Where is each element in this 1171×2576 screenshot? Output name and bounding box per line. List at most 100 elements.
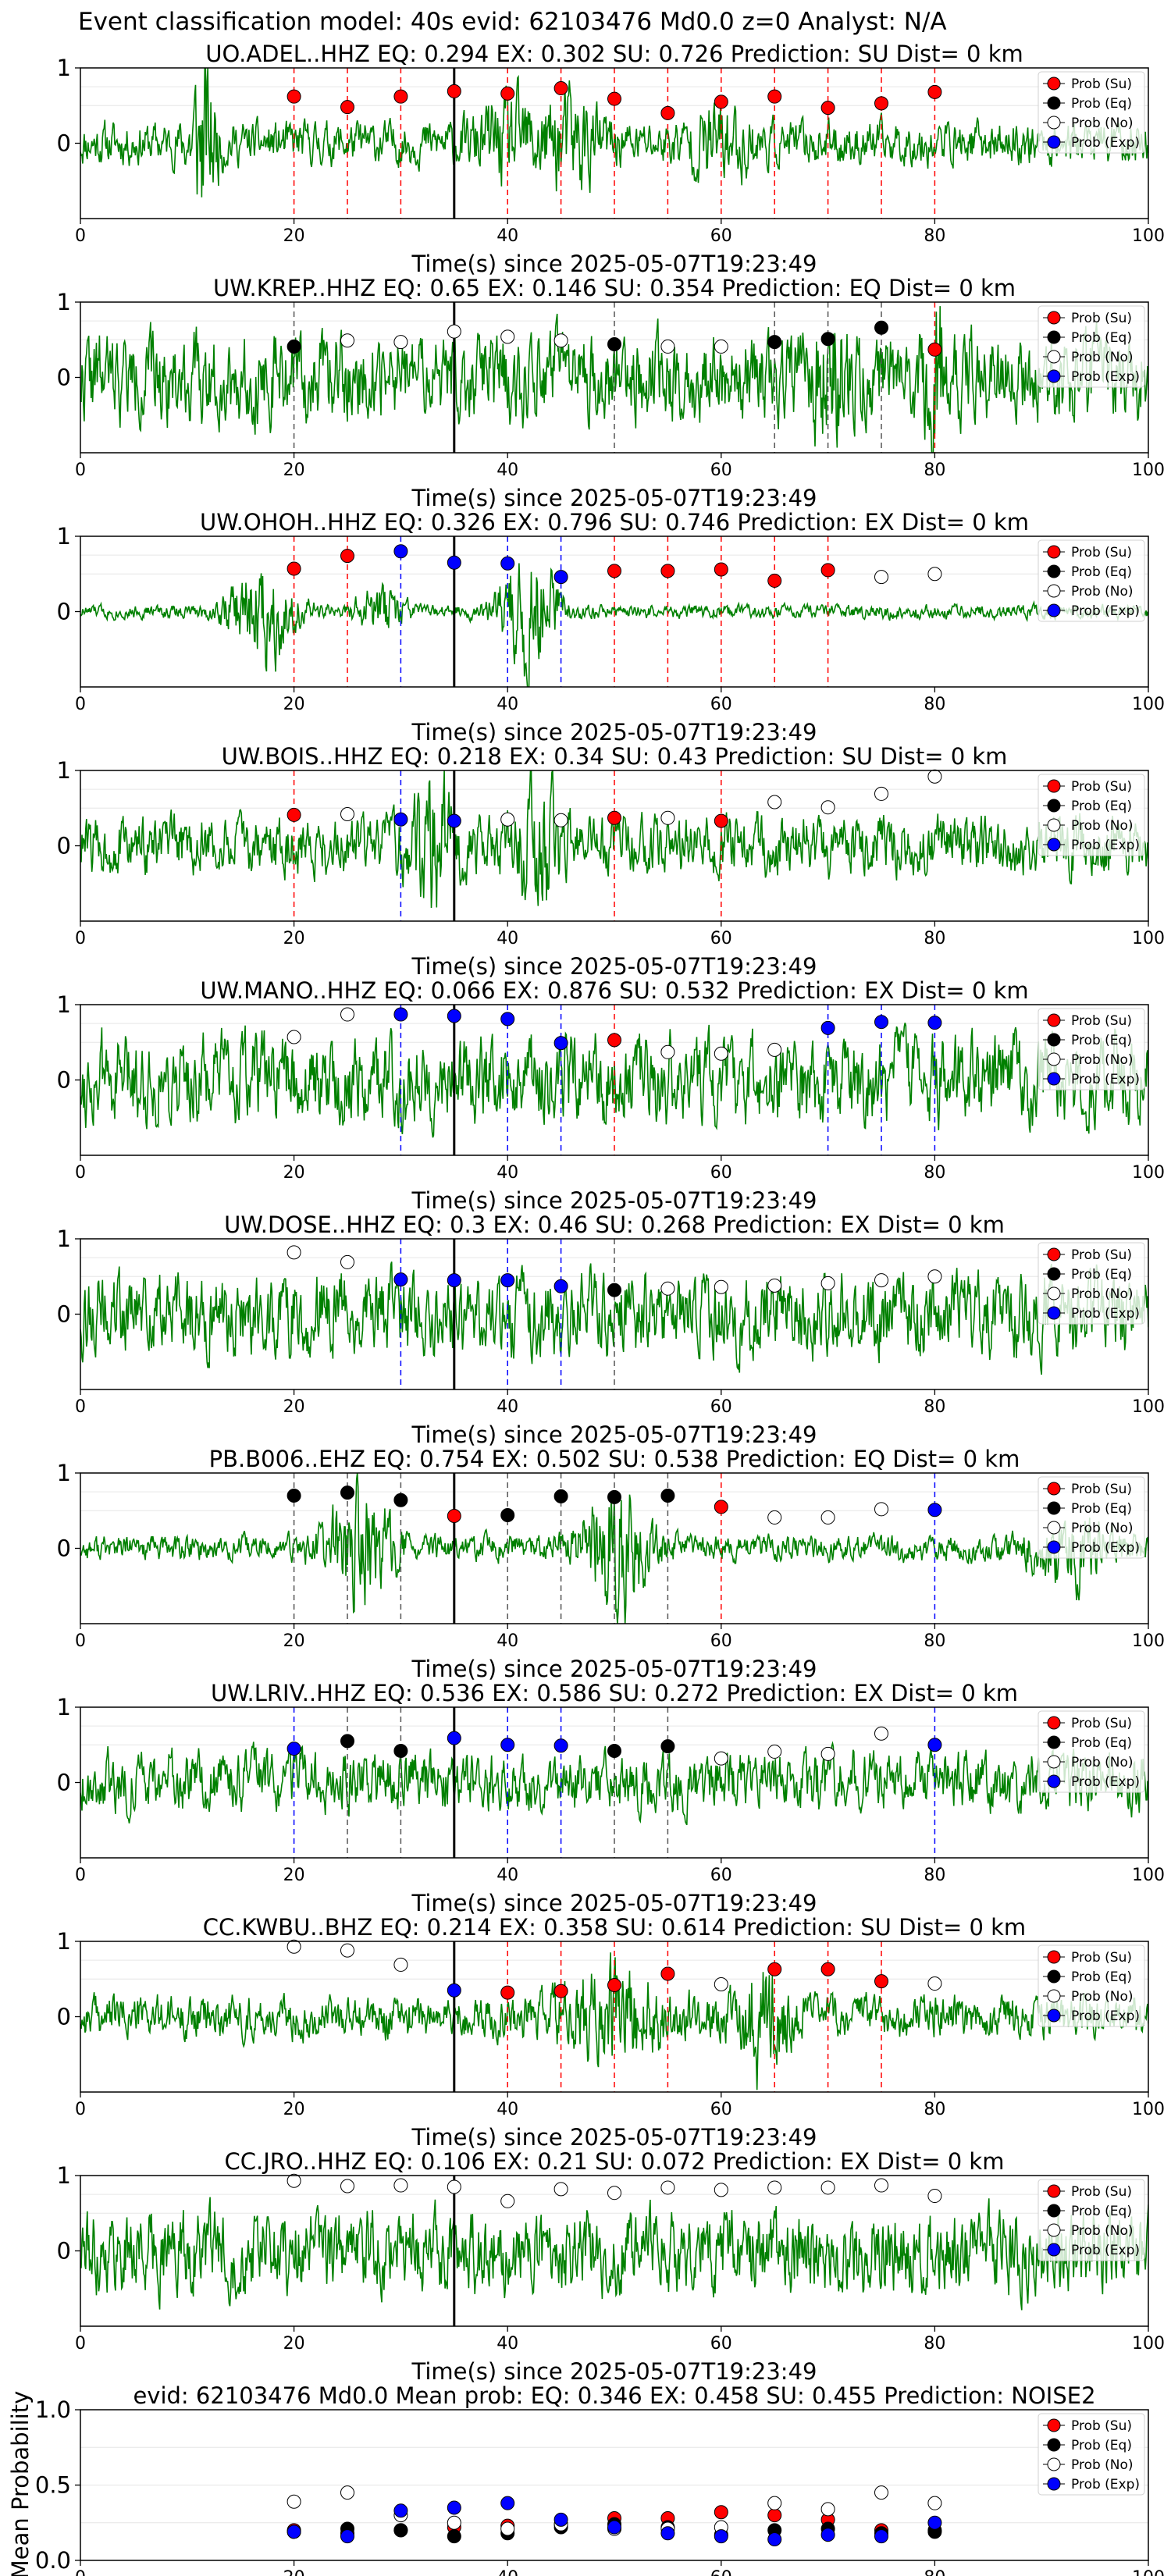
mean-point-exp <box>660 2526 675 2541</box>
x-tick-label: 80 <box>924 1866 945 1885</box>
prob-point-no <box>553 2182 568 2197</box>
y-tick-label: 1 <box>57 523 71 550</box>
legend-label: Prob (Su) <box>1071 1716 1132 1731</box>
prob-point-su <box>500 86 515 101</box>
x-tick-label: 40 <box>497 461 518 480</box>
prob-point-eq <box>607 1283 621 1297</box>
y-tick-label: 0 <box>57 1067 71 1094</box>
mean-point-exp <box>340 2529 354 2544</box>
legend-marker-su <box>1047 1247 1061 1261</box>
legend-label: Prob (Eq) <box>1071 2438 1132 2453</box>
prob-point-su <box>607 1977 621 1992</box>
mean-point-no <box>767 2496 782 2510</box>
legend-label: Prob (Su) <box>1071 1950 1132 1966</box>
x-tick-label: 60 <box>710 695 732 714</box>
waveform-trace <box>80 2197 1148 2311</box>
legend-box <box>1038 2179 1145 2261</box>
y-tick-label: 0 <box>57 833 71 859</box>
y-tick-label: 1 <box>57 1226 71 1252</box>
legend-marker-su <box>1047 1482 1061 1496</box>
x-tick-label: 80 <box>924 2100 945 2119</box>
legend-marker-eq <box>1047 799 1061 813</box>
mean-point-exp <box>553 2512 568 2527</box>
prob-point-su <box>927 342 942 357</box>
legend-label: Prob (No) <box>1071 2223 1134 2239</box>
prob-point-no <box>660 339 675 354</box>
mean-point-exp <box>714 2529 728 2544</box>
prob-point-no <box>874 570 888 585</box>
prob-point-exp <box>287 1742 301 1756</box>
prob-point-no <box>660 1281 675 1296</box>
prob-point-no <box>927 1269 942 1284</box>
prob-point-su <box>820 101 835 116</box>
x-tick-label: 0 <box>75 461 86 480</box>
panel-10: CC.JRO..HHZ EQ: 0.106 EX: 0.21 SU: 0.072… <box>57 2148 1165 2385</box>
x-tick-label: 80 <box>924 929 945 948</box>
legend-label: Prob (Su) <box>1071 76 1132 92</box>
prob-point-no <box>714 1977 728 1992</box>
prob-point-no <box>767 1278 782 1293</box>
prob-point-no <box>393 2178 408 2193</box>
mean-point-exp <box>287 2524 301 2539</box>
legend-label: Prob (Exp) <box>1071 2477 1140 2492</box>
x-tick-label: 0 <box>75 929 86 948</box>
prob-point-su <box>553 1984 568 1998</box>
legend-box <box>1038 305 1145 388</box>
prob-point-exp <box>500 1273 515 1288</box>
legend-marker-exp <box>1047 2243 1061 2257</box>
legend-marker-no <box>1047 1052 1061 1066</box>
prob-point-no <box>340 1254 354 1269</box>
mean-point-no <box>927 2496 942 2510</box>
prob-point-exp <box>500 1738 515 1752</box>
x-tick-label: 80 <box>924 1397 945 1417</box>
y-tick-label: 0.0 <box>35 2547 71 2574</box>
prob-point-eq <box>607 1743 621 1758</box>
x-axis-label: Time(s) since 2025-05-07T19:23:49 <box>411 1187 817 1214</box>
prob-point-su <box>287 89 301 104</box>
y-tick-label: 0 <box>57 599 71 625</box>
legend-label: Prob (Eq) <box>1071 1033 1132 1048</box>
prob-point-eq <box>553 1489 568 1503</box>
legend-label: Prob (No) <box>1071 350 1134 365</box>
legend-marker-eq <box>1047 1969 1061 1984</box>
prob-point-su <box>340 549 354 564</box>
prob-point-exp <box>393 812 408 827</box>
prob-point-exp <box>553 570 568 585</box>
mean-point-exp <box>500 2496 515 2510</box>
panel-7: PB.B006..EHZ EQ: 0.754 EX: 0.502 SU: 0.5… <box>57 1446 1165 1682</box>
legend-label: Prob (Su) <box>1071 2418 1132 2434</box>
legend-label: Prob (No) <box>1071 1052 1134 1068</box>
legend-label: Prob (Exp) <box>1071 1540 1140 1556</box>
y-tick-label: 1 <box>57 2162 71 2189</box>
legend-label: Prob (Exp) <box>1071 1306 1140 1322</box>
legend-box <box>1038 2413 1145 2496</box>
x-tick-label: 60 <box>710 2100 732 2119</box>
prob-point-eq <box>393 1743 408 1758</box>
legend-label: Prob (Exp) <box>1071 838 1140 853</box>
legend-marker-eq <box>1047 1267 1061 1281</box>
legend-label: Prob (Exp) <box>1071 1072 1140 1087</box>
x-tick-label: 100 <box>1132 1631 1165 1651</box>
panel-title: UW.BOIS..HHZ EQ: 0.218 EX: 0.34 SU: 0.43… <box>222 743 1008 770</box>
x-tick-label: 60 <box>710 929 732 948</box>
panel-title: CC.JRO..HHZ EQ: 0.106 EX: 0.21 SU: 0.072… <box>225 2148 1005 2175</box>
legend-marker-eq <box>1047 1501 1061 1515</box>
legend-marker-su <box>1047 779 1061 793</box>
prob-point-no <box>553 333 568 348</box>
x-tick-label: 60 <box>710 1866 732 1885</box>
mean-point-exp <box>820 2528 835 2542</box>
x-tick-label: 40 <box>497 695 518 714</box>
legend-marker-su <box>1047 2184 1061 2198</box>
prob-point-su <box>607 810 621 825</box>
x-tick-label: 40 <box>497 929 518 948</box>
x-axis-label: Time(s) since 2025-05-07T19:23:49 <box>411 2124 817 2151</box>
prob-point-exp <box>500 556 515 571</box>
legend-marker-exp <box>1047 369 1061 383</box>
x-axis-label: Time(s) since 2025-05-07T19:23:49 <box>411 953 817 980</box>
y-tick-label: 1.0 <box>35 2396 71 2423</box>
panel-5: UW.MANO..HHZ EQ: 0.066 EX: 0.876 SU: 0.5… <box>57 977 1165 1214</box>
prob-point-no <box>500 2194 515 2208</box>
panel-9: CC.KWBU..BHZ EQ: 0.214 EX: 0.358 SU: 0.6… <box>57 1914 1165 2151</box>
prob-point-no <box>553 813 568 827</box>
legend-box <box>1038 71 1145 154</box>
